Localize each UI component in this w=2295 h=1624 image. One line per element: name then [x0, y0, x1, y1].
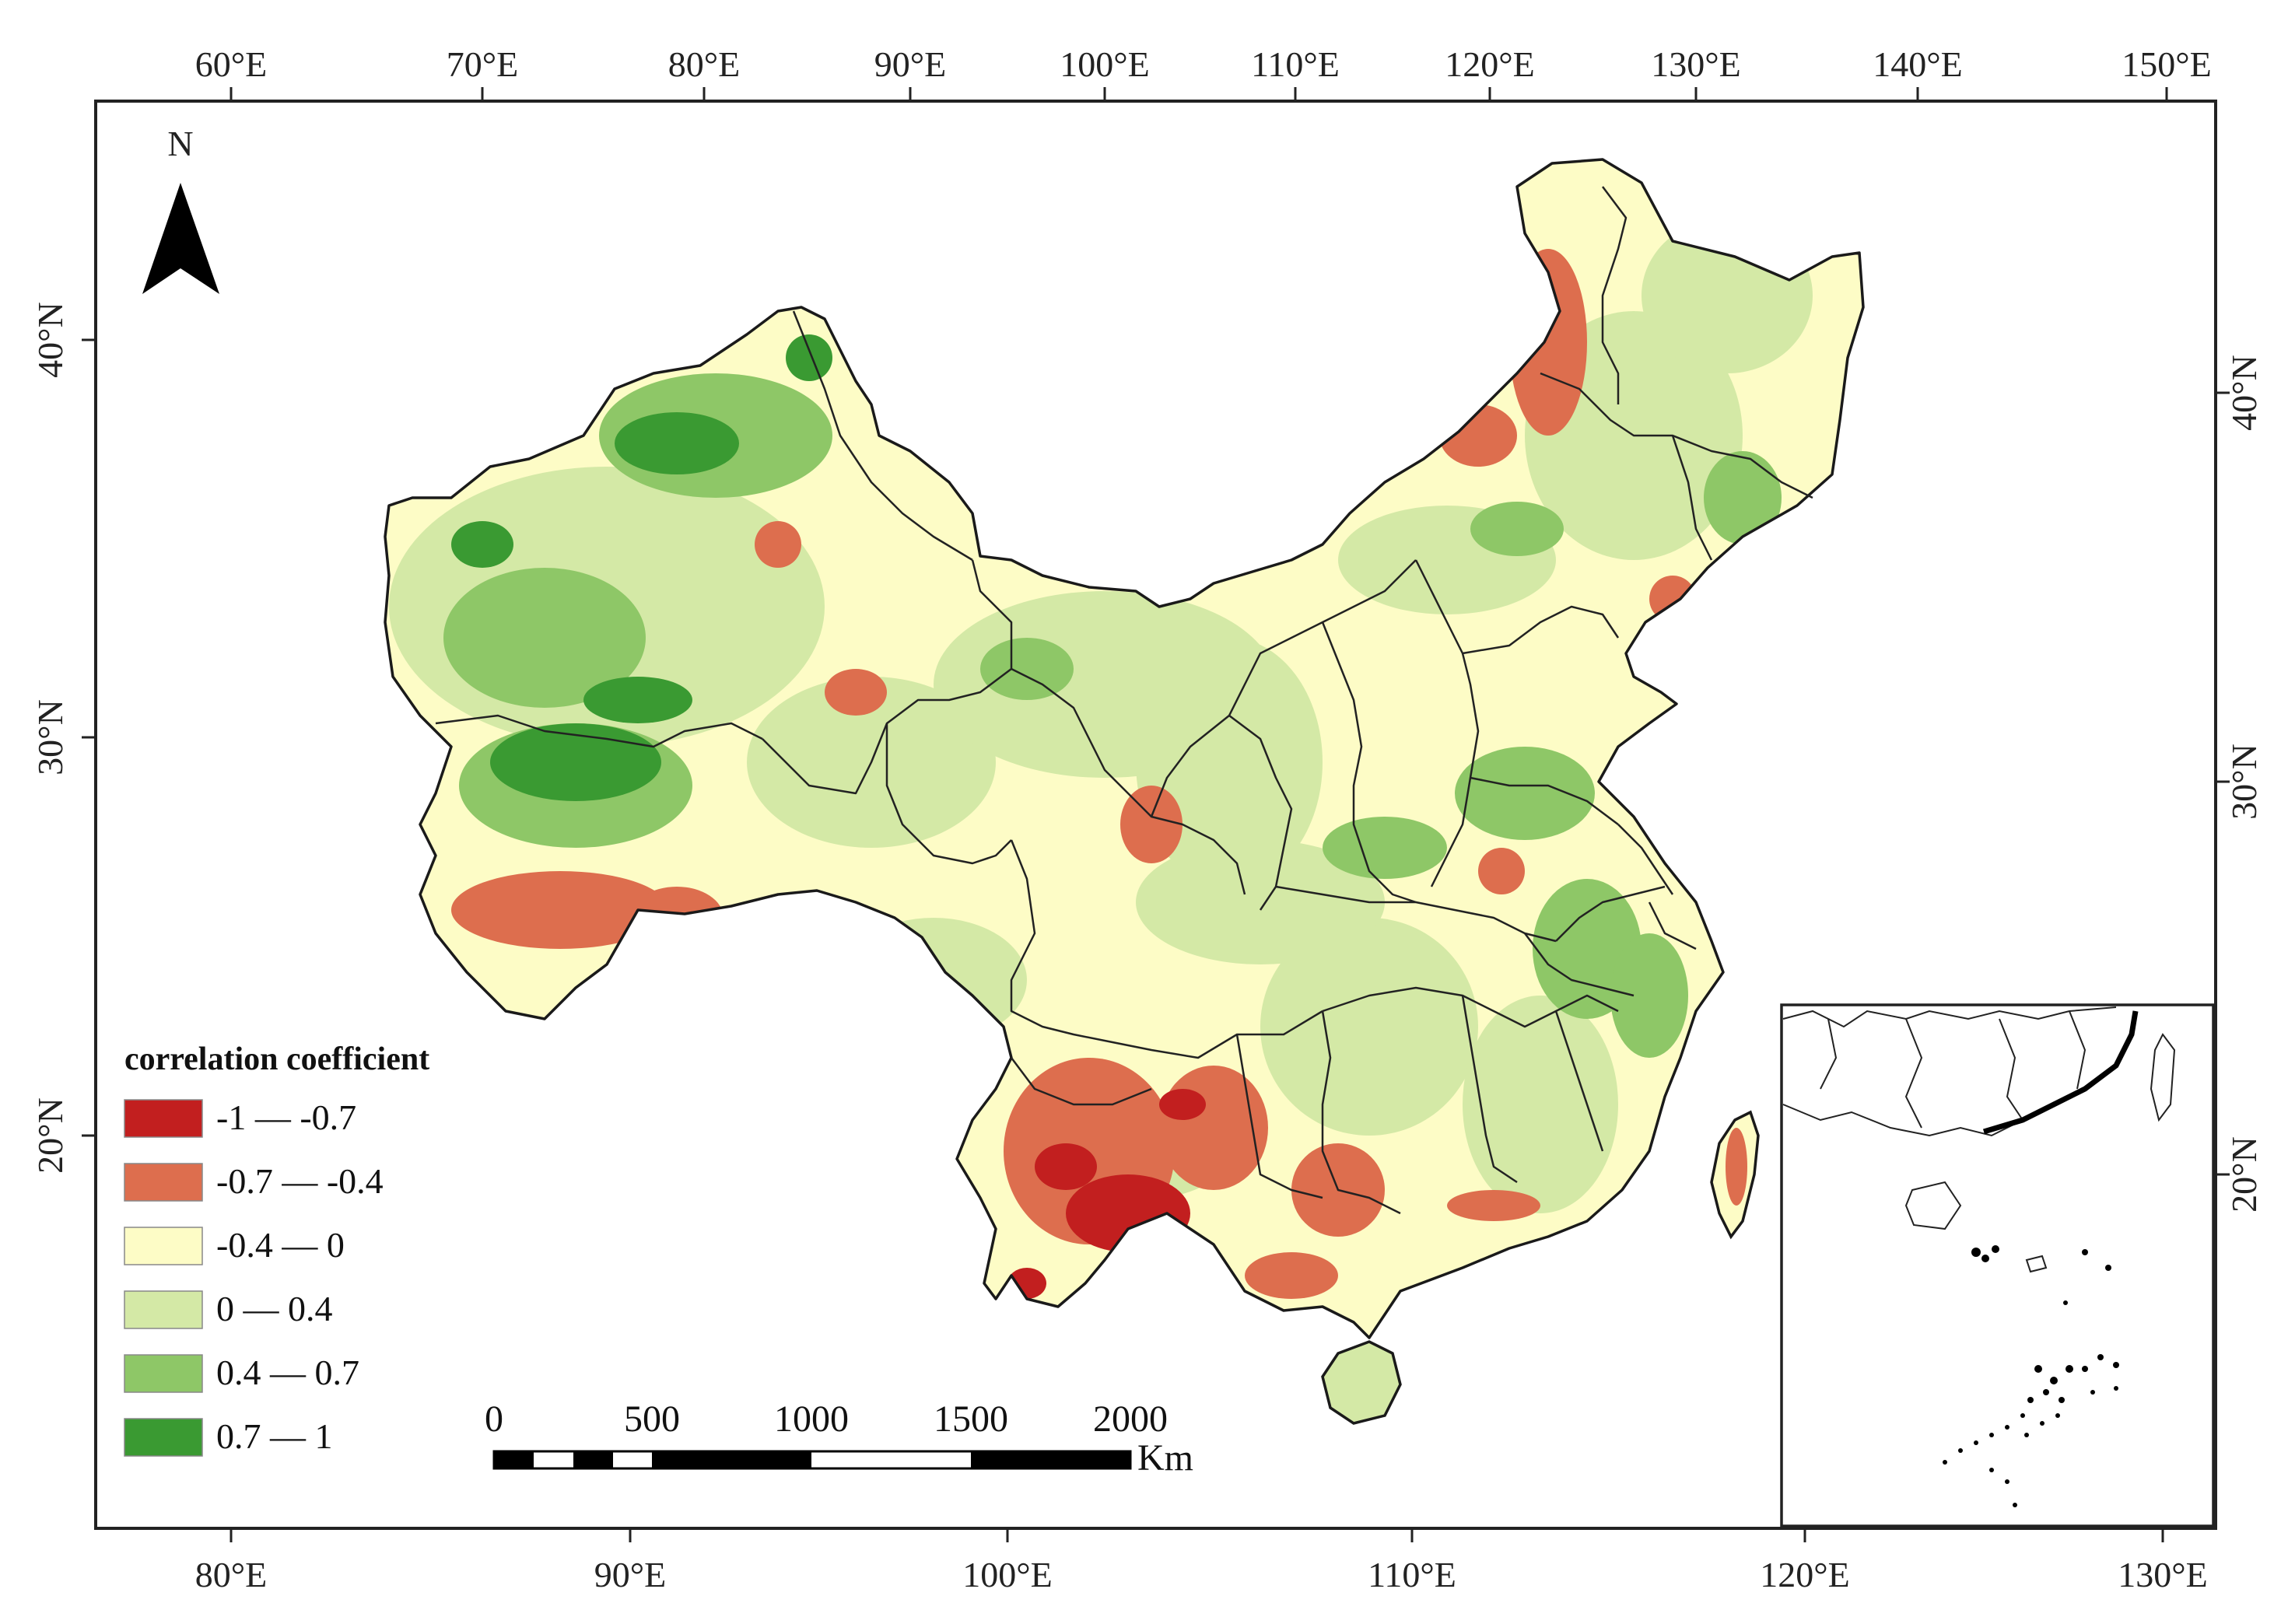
legend-label: -1 — -0.7 — [216, 1097, 356, 1137]
top-lon-label: 90°E — [874, 44, 947, 84]
right-latitude-axis: 40°N 30°N 20°N — [2216, 355, 2264, 1213]
inset-islands — [1943, 1245, 2119, 1507]
legend-item: 0.4 — 0.7 — [124, 1353, 359, 1393]
north-label: N — [167, 124, 193, 163]
right-lat-label: 20°N — [2224, 1136, 2264, 1213]
scale-tick-label: 500 — [624, 1398, 680, 1440]
top-lon-label: 130°E — [1651, 44, 1741, 84]
left-latitude-axis: 40°N 30°N 20°N — [30, 302, 96, 1174]
scale-unit: Km — [1137, 1437, 1193, 1479]
bottom-lon-label: 130°E — [2118, 1555, 2208, 1594]
zone-0.7-1 — [451, 334, 832, 801]
top-lon-label: 110°E — [1251, 44, 1340, 84]
legend-item: -0.7 — -0.4 — [124, 1161, 384, 1202]
legend-label: 0.4 — 0.7 — [216, 1353, 359, 1392]
left-lat-label: 40°N — [30, 302, 70, 378]
legend-item: -1 — -0.7 — [124, 1097, 356, 1138]
bottom-lon-label: 100°E — [962, 1555, 1053, 1594]
legend-item: 0 — 0.4 — [124, 1289, 333, 1329]
legend: correlation coefficient -1 — -0.7 -0.7 —… — [124, 1041, 429, 1457]
south-china-sea-inset — [1780, 1003, 2215, 1528]
top-longitude-axis: 60°E 70°E 80°E 90°E 100°E 110°E 120°E 13… — [195, 44, 2212, 101]
legend-label: -0.4 — 0 — [216, 1225, 345, 1265]
top-lon-label: 70°E — [447, 44, 519, 84]
right-lat-label: 40°N — [2224, 355, 2264, 431]
left-lat-label: 30°N — [30, 699, 70, 775]
legend-label: -0.7 — -0.4 — [216, 1161, 384, 1201]
province-boundaries — [435, 186, 1813, 1215]
legend-label: 0.7 — 1 — [216, 1416, 333, 1456]
scale-tick-label: 1500 — [934, 1398, 1008, 1440]
top-lon-label: 150°E — [2122, 44, 2212, 84]
scale-bar: 0 500 1000 1500 2000 Km — [485, 1398, 1193, 1479]
legend-title: correlation coefficient — [124, 1041, 429, 1077]
north-arrow: N — [142, 124, 219, 294]
bottom-lon-label: 80°E — [195, 1555, 268, 1594]
top-lon-label: 60°E — [195, 44, 268, 84]
top-lon-label: 80°E — [668, 44, 741, 84]
hainan-region — [1321, 1340, 1402, 1425]
legend-label: 0 — 0.4 — [216, 1289, 333, 1328]
bottom-lon-label: 90°E — [594, 1555, 667, 1594]
legend-item: -0.4 — 0 — [124, 1225, 345, 1265]
bottom-lon-label: 110°E — [1368, 1555, 1456, 1594]
left-lat-label: 20°N — [30, 1097, 70, 1174]
scale-tick-label: 1000 — [774, 1398, 849, 1440]
top-lon-label: 140°E — [1873, 44, 1963, 84]
bottom-lon-label: 120°E — [1760, 1555, 1850, 1594]
scale-tick-label: 0 — [485, 1398, 503, 1440]
scale-tick-label: 2000 — [1093, 1398, 1168, 1440]
bottom-longitude-axis: 80°E 90°E 100°E 110°E 120°E 130°E — [195, 1528, 2208, 1594]
legend-item: 0.7 — 1 — [124, 1416, 333, 1457]
top-lon-label: 100°E — [1060, 44, 1150, 84]
top-lon-label: 120°E — [1445, 44, 1535, 84]
right-lat-label: 30°N — [2224, 744, 2264, 820]
